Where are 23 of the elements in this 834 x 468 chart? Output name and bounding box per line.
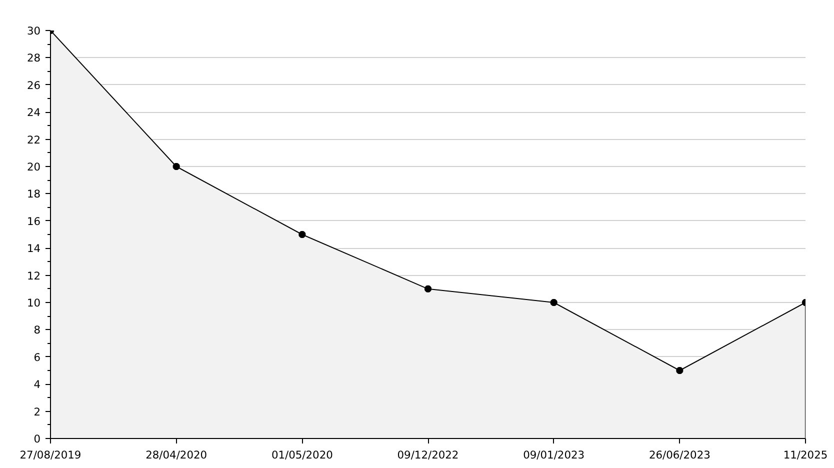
y-tick-label: 28 — [26, 52, 41, 65]
y-tick-label: 20 — [26, 160, 41, 174]
y-tick-label: 12 — [26, 269, 41, 282]
y-tick-label: 4 — [34, 378, 41, 392]
x-tick-label: 28/04/2020 — [146, 448, 208, 462]
x-tick-label: 26/06/2023 — [648, 448, 710, 462]
y-tick-label: 0 — [34, 432, 41, 446]
y-tick-label: 26 — [26, 78, 41, 92]
x-tick-label: 09/12/2022 — [397, 448, 459, 462]
y-tick-label: 10 — [26, 296, 41, 310]
y-tick-label: 2 — [34, 405, 40, 418]
x-tick-label: 11/2025 — [783, 448, 828, 462]
x-tick-label: 01/05/2020 — [271, 448, 334, 462]
y-tick-label: 8 — [34, 324, 41, 337]
y-tick-label: 14 — [26, 242, 41, 256]
y-tick-label: 30 — [26, 24, 41, 38]
y-tick-label: 22 — [26, 133, 41, 146]
x-tick-label: 27/08/2019 — [20, 448, 82, 462]
y-tick-label: 18 — [26, 188, 41, 201]
y-tick-label: 16 — [26, 214, 41, 228]
x-tick-label: 09/01/2023 — [523, 448, 585, 462]
y-tick-label: 6 — [34, 350, 41, 364]
y-tick-label: 24 — [26, 106, 41, 120]
